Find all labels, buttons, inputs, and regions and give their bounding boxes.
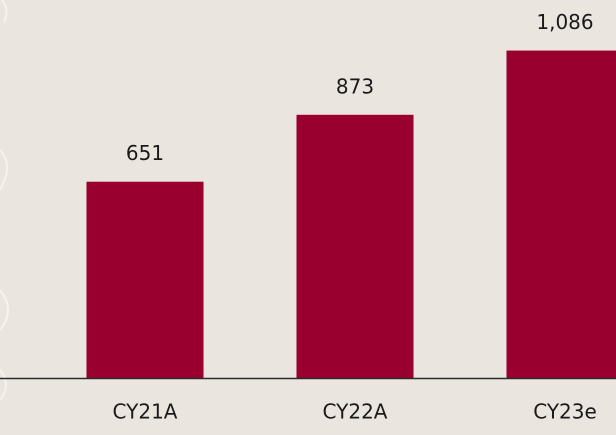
- decoration: [0, 0, 9, 401]
- x-tick-label: CY22A: [323, 400, 388, 424]
- x-tick-label: CY23e: [533, 400, 597, 424]
- bar: [86, 181, 204, 378]
- data-label: 873: [336, 74, 374, 98]
- bar: [506, 50, 616, 379]
- bar: [296, 114, 414, 378]
- data-label: 651: [126, 141, 164, 165]
- x-tick-label: CY21A: [113, 400, 178, 424]
- data-label: 1,086: [536, 10, 593, 34]
